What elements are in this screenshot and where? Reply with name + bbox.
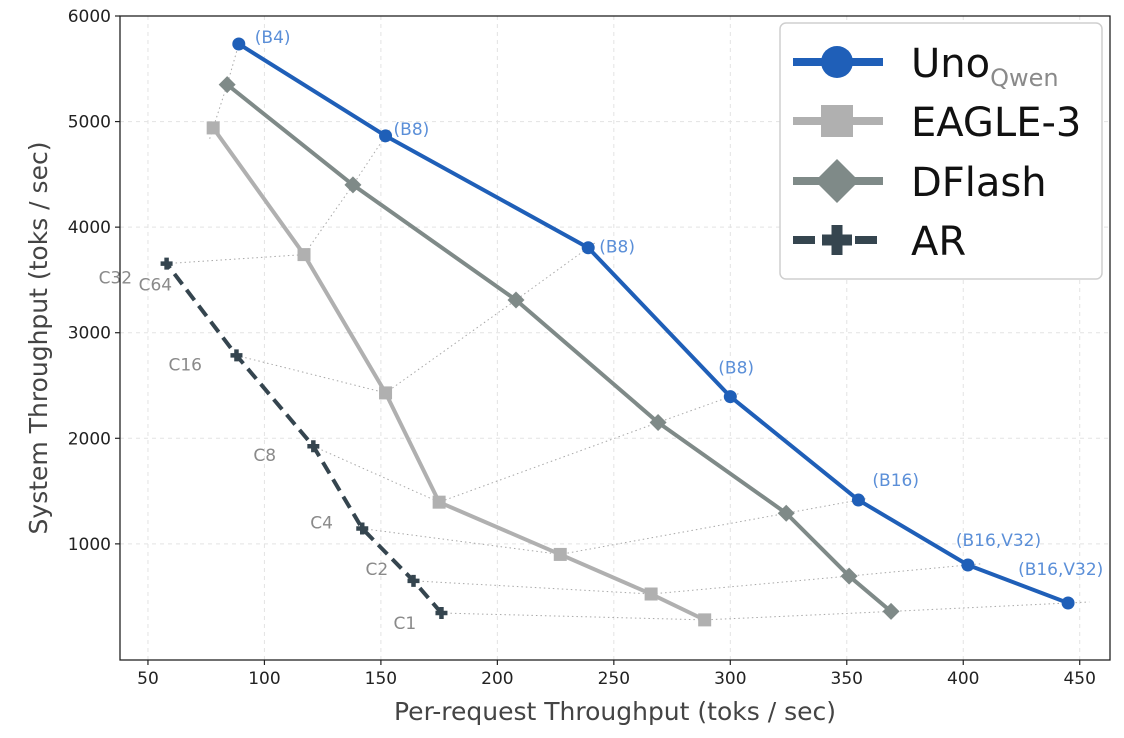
x-tick-label: 450 [1063, 669, 1095, 689]
point-uno [851, 493, 865, 507]
uno-batch-label: (B8) [394, 120, 430, 140]
point-eagle-3 [379, 386, 393, 400]
annotation-labels: C1 C2 C4 C8 C16 C32 C64 (B16,V32) (B16,V32) (B16)… [99, 28, 1104, 634]
legend-entry-label: UnoQwen [911, 41, 1059, 92]
legend-entry-label: EAGLE-3 [911, 100, 1081, 146]
legend-marker-diamond [815, 159, 859, 203]
concurrency-guide-line [413, 563, 983, 595]
point-dflash [218, 76, 236, 94]
legend-marker-plus [822, 225, 852, 255]
x-tick-label: 250 [598, 669, 630, 689]
point-ar [407, 574, 420, 587]
point-eagle-3 [206, 121, 220, 135]
point-eagle-3 [297, 248, 311, 262]
point-uno [379, 129, 393, 143]
point-ar [160, 257, 173, 270]
axis-ticks: 50 100 150 200 250 300 350 400 450 1000 2000 3000 40… [68, 7, 1096, 689]
concurrency-label: C8 [253, 446, 276, 466]
x-tick-label: 400 [947, 669, 979, 689]
y-tick-label: 3000 [68, 324, 111, 344]
legend-box [779, 22, 1103, 280]
x-tick-label: 150 [365, 669, 397, 689]
series-line-ar [164, 262, 443, 615]
point-uno [232, 37, 246, 51]
uno-batch-label: (B8) [718, 359, 754, 379]
concurrency-guide-line [313, 393, 740, 503]
x-tick-label: 50 [137, 669, 159, 689]
point-uno [723, 390, 737, 404]
uno-batch-label: (B4) [255, 28, 291, 48]
point-eagle-3 [698, 613, 712, 627]
series-markers [160, 37, 1075, 627]
uno-batch-label: (B16,V32) [956, 531, 1041, 551]
y-tick-label: 5000 [68, 113, 111, 133]
point-uno [581, 241, 595, 255]
point-dflash [882, 602, 900, 620]
uno-batch-label: (B8) [599, 238, 635, 258]
point-dflash [507, 291, 525, 309]
legend-entry-label: AR [911, 219, 966, 265]
x-axis-label: Per-request Throughput (toks / sec) [394, 697, 836, 726]
concurrency-label: C64 [139, 276, 173, 296]
concurrency-label: C16 [168, 355, 202, 375]
legend-marker-square [821, 105, 853, 137]
legend: UnoQwen EAGLE-3 DFlash AR [779, 22, 1103, 280]
concurrency-guide-line [236, 241, 598, 394]
uno-batch-label: (B16) [872, 471, 919, 491]
y-tick-label: 1000 [68, 535, 111, 555]
point-ar [307, 440, 320, 453]
legend-entry-label: DFlash [911, 160, 1047, 206]
concurrency-label: C1 [393, 614, 416, 634]
point-ar [356, 522, 369, 535]
point-uno [1061, 596, 1075, 610]
x-tick-label: 300 [714, 669, 746, 689]
y-tick-label: 2000 [68, 429, 111, 449]
point-eagle-3 [553, 547, 567, 561]
point-dflash [649, 413, 667, 431]
concurrency-guide-line [166, 129, 390, 265]
point-dflash [344, 176, 362, 194]
series-line-eagle-3 [211, 126, 706, 622]
concurrency-label: C32 [99, 269, 133, 289]
concurrency-guide-line [441, 601, 1090, 621]
point-dflash [777, 504, 795, 522]
point-eagle-3 [432, 495, 446, 509]
legend-marker-circle [821, 46, 853, 78]
plot-frame [119, 15, 1111, 661]
point-ar [230, 349, 243, 362]
x-tick-label: 100 [248, 669, 280, 689]
y-tick-label: 4000 [68, 218, 111, 238]
x-tick-label: 200 [481, 669, 513, 689]
x-tick-label: 350 [831, 669, 863, 689]
y-axis-label: System Throughput (toks / sec) [24, 142, 53, 535]
y-tick-label: 6000 [68, 7, 111, 27]
concurrency-label: C2 [366, 560, 389, 580]
point-eagle-3 [644, 587, 658, 601]
concurrency-label: C4 [310, 514, 333, 534]
point-dflash [840, 567, 858, 585]
point-uno [961, 558, 975, 572]
uno-batch-label: (B16,V32) [1018, 560, 1103, 580]
point-ar [435, 607, 448, 620]
